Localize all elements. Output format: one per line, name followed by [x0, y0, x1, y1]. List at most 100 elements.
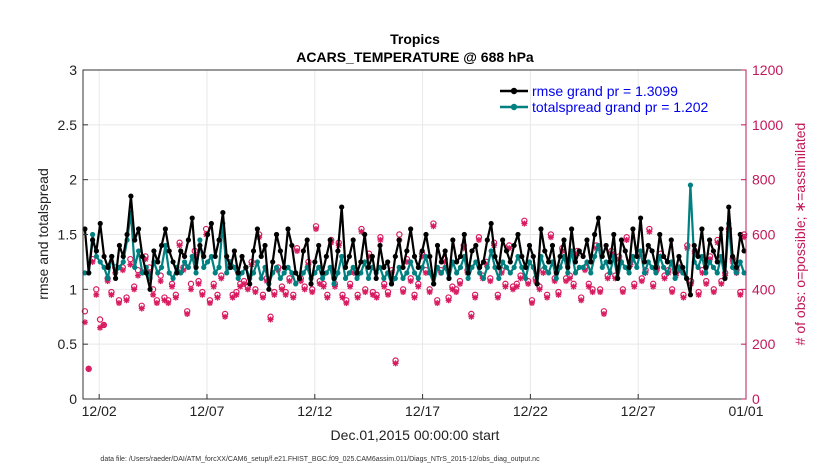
obs-assimilated-marker	[233, 291, 240, 298]
totalspread-point	[480, 275, 487, 281]
rmse-point	[323, 253, 329, 260]
totalspread-point	[381, 275, 387, 281]
data-file-footer: data file: /Users/raeder/DAI/ATM_forcXX/…	[100, 456, 540, 463]
obs-assimilated-marker	[392, 360, 399, 367]
y-right-tick-label: 0	[752, 391, 760, 407]
totalspread-point	[542, 264, 548, 270]
x-tick-label: 12/22	[513, 403, 548, 419]
totalspread-point	[300, 270, 306, 276]
rmse-point	[350, 237, 356, 243]
rmse-point	[411, 253, 418, 260]
totalspread-point	[500, 259, 506, 265]
obs-assimilated-marker	[97, 324, 104, 331]
totalspread-point	[120, 259, 126, 265]
totalspread-point	[714, 270, 720, 276]
rmse-point	[431, 281, 437, 287]
rmse-point	[465, 270, 471, 276]
rmse-point	[178, 248, 184, 254]
rmse-point	[645, 242, 651, 249]
rmse-point	[553, 270, 559, 276]
obs-assimilated-marker	[434, 300, 441, 307]
rmse-point	[484, 237, 490, 243]
obs-assimilated-marker	[199, 291, 206, 298]
rmse-point	[120, 253, 126, 260]
totalspread-point	[511, 264, 517, 270]
rmse-point	[369, 253, 375, 260]
totalspread-point	[101, 264, 107, 270]
obs-assimilated-marker	[623, 236, 630, 243]
obs-assimilated-marker	[222, 313, 229, 320]
obs-assimilated-marker	[157, 278, 164, 285]
totalspread-point	[342, 275, 349, 281]
totalspread-point	[657, 253, 663, 260]
rmse-point	[162, 226, 168, 232]
rmse-point	[519, 253, 525, 260]
totalspread-point	[572, 270, 579, 276]
rmse-point	[243, 264, 249, 270]
totalspread-point	[507, 270, 513, 276]
obs-assimilated-marker	[309, 289, 316, 296]
rmse-point	[607, 259, 613, 265]
obs-assimilated-marker	[123, 297, 130, 304]
totalspread-point	[415, 275, 421, 281]
obs-assimilated-marker	[555, 291, 562, 298]
obs-assimilated-marker	[646, 228, 653, 235]
totalspread-point	[592, 253, 598, 260]
obs-assimilated-marker	[373, 294, 380, 301]
totalspread-point	[515, 253, 521, 260]
obs-assimilated-marker	[195, 280, 202, 287]
obs-assimilated-marker	[320, 283, 327, 290]
obs-assimilated-marker	[153, 300, 160, 307]
rmse-point	[699, 226, 705, 232]
rmse-point	[277, 248, 283, 254]
totalspread-point	[710, 264, 717, 270]
rmse-point	[630, 226, 636, 232]
obs-assimilated-marker	[718, 280, 725, 287]
rmse-point	[174, 270, 180, 276]
rmse-point	[105, 264, 111, 270]
obs-assimilated-marker	[381, 283, 388, 290]
totalspread-point	[653, 270, 659, 276]
rmse-point	[273, 231, 280, 238]
rmse-point	[695, 253, 701, 260]
totalspread-point	[599, 264, 605, 270]
rmse-point	[457, 253, 464, 260]
obs-assimilated-marker	[108, 291, 115, 298]
rmse-point	[227, 264, 234, 270]
rmse-point	[718, 226, 724, 232]
rmse-point	[132, 237, 138, 243]
rmse-point	[611, 231, 617, 238]
x-tick-label: 12/27	[621, 403, 656, 419]
totalspread-point	[212, 270, 218, 276]
totalspread-point	[737, 259, 743, 265]
obs-assimilated-marker	[487, 278, 494, 285]
totalspread-point	[346, 270, 352, 276]
obs-assimilated-marker	[650, 283, 657, 290]
totalspread-point	[580, 264, 586, 270]
obs-assimilated-marker	[502, 283, 509, 290]
totalspread-point	[362, 259, 368, 265]
totalspread-point	[158, 264, 165, 270]
totalspread-point	[82, 270, 88, 276]
totalspread-point	[204, 259, 211, 265]
rmse-point	[561, 237, 567, 243]
obs-assimilated-marker	[161, 297, 168, 304]
obs-assimilated-marker	[661, 275, 668, 282]
rmse-point	[507, 259, 513, 265]
rmse-point	[622, 248, 628, 254]
totalspread-point	[93, 253, 100, 260]
rmse-point	[500, 237, 506, 243]
totalspread-point	[350, 264, 356, 270]
obs-assimilated-marker	[241, 280, 248, 287]
rmse-point	[319, 270, 326, 276]
rmse-point	[262, 242, 268, 249]
totalspread-point	[254, 259, 260, 265]
rmse-point	[641, 259, 648, 265]
obs-assimilated-marker	[187, 286, 194, 293]
rmse-point	[381, 264, 387, 270]
totalspread-point	[484, 264, 490, 270]
obs-assimilated-marker	[150, 291, 157, 298]
x-tick-label: 12/02	[82, 403, 117, 419]
totalspread-point	[339, 253, 345, 260]
